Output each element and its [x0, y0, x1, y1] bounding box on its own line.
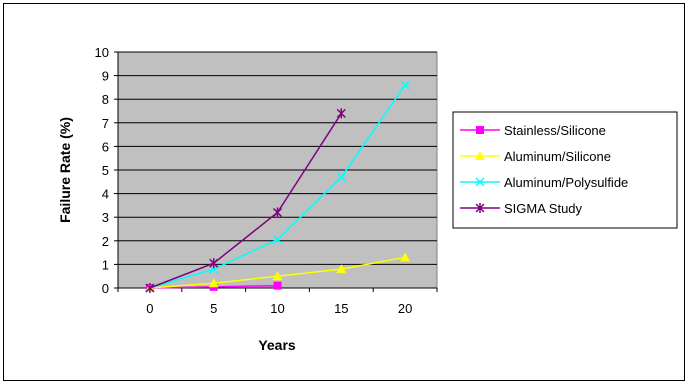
- y-tick-label: 4: [102, 187, 109, 202]
- legend-label: Stainless/Silicone: [504, 123, 606, 138]
- data-point: [273, 281, 282, 290]
- y-tick-labels: 0 1 2 3 4 5 6 7 8 9 10: [95, 45, 109, 296]
- legend-label: Aluminum/Polysulfide: [504, 175, 628, 190]
- x-tick-labels: 0 5 10 15 20: [146, 301, 412, 316]
- y-tick-label: 0: [102, 281, 109, 296]
- data-point: [336, 264, 347, 274]
- legend-label: Aluminum/Silicone: [504, 149, 611, 164]
- y-tick-label: 1: [102, 257, 109, 272]
- legend-item: Aluminum/Polysulfide: [460, 175, 628, 190]
- data-point: [145, 283, 155, 293]
- legend-marker: [475, 151, 485, 160]
- data-point: [272, 235, 283, 245]
- data-point: [272, 207, 283, 218]
- legend: Stainless/Silicone Aluminum/Silicone Alumi…: [460, 123, 628, 216]
- x-axis-title: Years: [258, 337, 296, 353]
- x-tick-label: 15: [334, 301, 348, 316]
- x-tick-label: 10: [270, 301, 284, 316]
- y-tick-label: 6: [102, 139, 109, 154]
- data-point: [336, 108, 346, 119]
- legend-marker: [476, 126, 484, 134]
- y-tick-label: 9: [102, 69, 109, 84]
- data-point: [336, 172, 346, 182]
- x-tick-label: 0: [146, 301, 153, 316]
- y-tick-label: 10: [95, 45, 109, 60]
- data-point: [209, 258, 219, 269]
- legend-item: Aluminum/Silicone: [460, 149, 611, 164]
- data-point: [400, 80, 410, 90]
- legend-label: SIGMA Study: [504, 201, 583, 216]
- data-point: [272, 271, 283, 281]
- y-tick-label: 7: [102, 116, 109, 131]
- x-tick-label: 20: [398, 301, 412, 316]
- y-tick-label: 2: [102, 234, 109, 249]
- y-tick-label: 5: [102, 163, 109, 178]
- data-point: [208, 278, 219, 288]
- series-group: [144, 80, 411, 293]
- legend-marker: [475, 203, 485, 213]
- series-line: [149, 112, 342, 289]
- x-tick-label: 5: [210, 301, 217, 316]
- legend-item: SIGMA Study: [460, 201, 583, 216]
- y-axis-title: Failure Rate (%): [57, 117, 73, 223]
- y-tick-label: 3: [102, 210, 109, 225]
- data-point: [400, 252, 411, 262]
- legend-item: Stainless/Silicone: [460, 123, 606, 138]
- series-3: [145, 108, 346, 293]
- y-tick-label: 8: [102, 92, 109, 107]
- legend-marker: [475, 177, 485, 187]
